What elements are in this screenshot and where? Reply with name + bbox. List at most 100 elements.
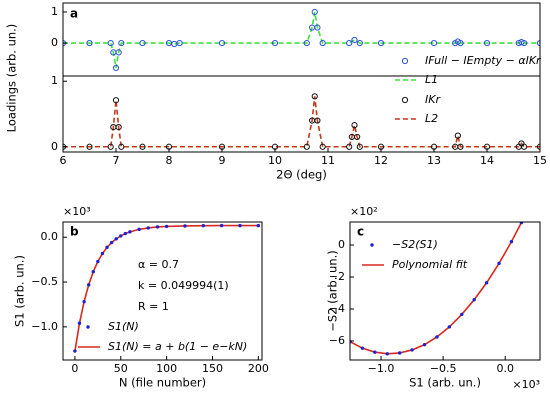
y-axis-label: S1 (arb. un.) xyxy=(13,255,27,327)
data-point xyxy=(271,39,279,47)
x-tick-label: 6 xyxy=(60,154,67,167)
y-axis-label: Loadings (arb. un.) xyxy=(5,24,19,133)
data-point xyxy=(410,348,414,352)
data-point xyxy=(311,8,318,16)
data-point xyxy=(518,39,525,46)
data-point xyxy=(77,321,82,325)
data-point xyxy=(109,240,114,245)
legend-marker xyxy=(370,243,374,247)
data-point xyxy=(115,49,122,56)
data-point xyxy=(218,39,226,47)
data-point xyxy=(119,234,123,238)
y-tick-label: −1.0 xyxy=(31,320,58,333)
y-tick-label: 0.0 xyxy=(41,230,59,243)
legend-marker xyxy=(401,96,409,104)
legend-label: −S2(S1) xyxy=(392,238,438,251)
x-tick-label: 0.0 xyxy=(496,362,514,375)
data-point xyxy=(82,299,86,304)
data-point xyxy=(447,325,452,329)
data-point xyxy=(472,298,476,302)
y-tick-label: 1 xyxy=(51,5,58,18)
data-point xyxy=(100,251,105,256)
legend-label: L1 xyxy=(425,73,438,86)
legend-label: L2 xyxy=(425,112,438,125)
x-tick-label: 50 xyxy=(114,362,128,375)
data-point xyxy=(137,227,141,232)
data-point xyxy=(118,39,125,47)
x-tick-label: 7 xyxy=(113,154,120,167)
data-point xyxy=(314,24,321,31)
data-point xyxy=(201,223,206,228)
data-point xyxy=(123,231,128,236)
x-tick-label: 150 xyxy=(202,362,223,375)
data-point xyxy=(422,342,427,347)
legend-marker xyxy=(86,325,90,329)
data-point xyxy=(373,350,377,354)
data-point xyxy=(509,239,514,244)
x-tick-label: 100 xyxy=(156,362,177,375)
x-tick-label: 9 xyxy=(219,154,226,167)
data-point xyxy=(314,117,321,124)
panel-label: a xyxy=(70,7,78,21)
data-point xyxy=(164,224,169,229)
plot-area xyxy=(63,8,540,72)
data-point xyxy=(351,122,358,129)
x-axis-label: S1 (arb. un.) xyxy=(409,376,481,390)
data-point xyxy=(460,312,464,317)
data-point xyxy=(311,93,318,100)
data-point xyxy=(519,222,524,225)
panel-label: b xyxy=(70,225,79,239)
x-axis-label: 2Θ (deg) xyxy=(276,168,327,182)
y-tick-label: 0 xyxy=(338,238,345,251)
legend-label: Polynomial fit xyxy=(392,258,468,271)
data-point xyxy=(435,335,439,339)
panel-label: c xyxy=(357,225,364,239)
data-point xyxy=(146,226,150,230)
data-point xyxy=(139,39,146,47)
data-point xyxy=(457,143,464,150)
data-point xyxy=(115,124,122,131)
x-tick-label: −1.0 xyxy=(368,362,395,375)
y-tick-label: 0 xyxy=(51,36,58,49)
data-point xyxy=(107,39,114,47)
fit-line xyxy=(74,224,259,352)
data-point xyxy=(397,351,402,355)
annotation: α = 0.7 xyxy=(138,258,179,271)
y-axis-label: −S2 (arb. un.) xyxy=(326,250,340,332)
x-tick-label: 8 xyxy=(166,154,173,167)
data-point xyxy=(86,143,93,150)
legend-label: S1(N) = a + b(1 − e−kN) xyxy=(108,340,247,353)
data-point xyxy=(73,349,77,353)
y-tick-label: −0.5 xyxy=(31,275,58,288)
data-point xyxy=(176,39,183,47)
data-point xyxy=(356,143,363,150)
data-point xyxy=(105,245,109,250)
legend-label: S1(N) xyxy=(108,320,139,333)
plot-area xyxy=(63,93,540,150)
data-point xyxy=(107,143,114,150)
data-point xyxy=(521,39,528,47)
data-point xyxy=(86,283,91,287)
data-point xyxy=(114,237,118,241)
annotation: R = 1 xyxy=(138,300,169,313)
data-point xyxy=(303,143,310,150)
data-point xyxy=(521,143,528,150)
x-tick-label: 13 xyxy=(427,154,441,167)
y-exponent: ×10³ xyxy=(63,205,91,218)
data-point xyxy=(483,39,491,47)
data-point xyxy=(319,39,326,47)
x-tick-label: 200 xyxy=(248,362,269,375)
y-tick-label: 1 xyxy=(51,74,58,87)
data-point xyxy=(536,143,540,150)
plot-area xyxy=(73,223,261,353)
data-point xyxy=(360,346,365,350)
y-exponent: ×10² xyxy=(350,205,378,218)
data-point xyxy=(319,143,326,150)
data-point xyxy=(256,223,261,228)
data-point xyxy=(155,225,160,229)
data-point xyxy=(497,261,501,266)
data-point xyxy=(346,39,353,47)
data-point xyxy=(536,39,540,47)
data-point xyxy=(484,281,489,285)
